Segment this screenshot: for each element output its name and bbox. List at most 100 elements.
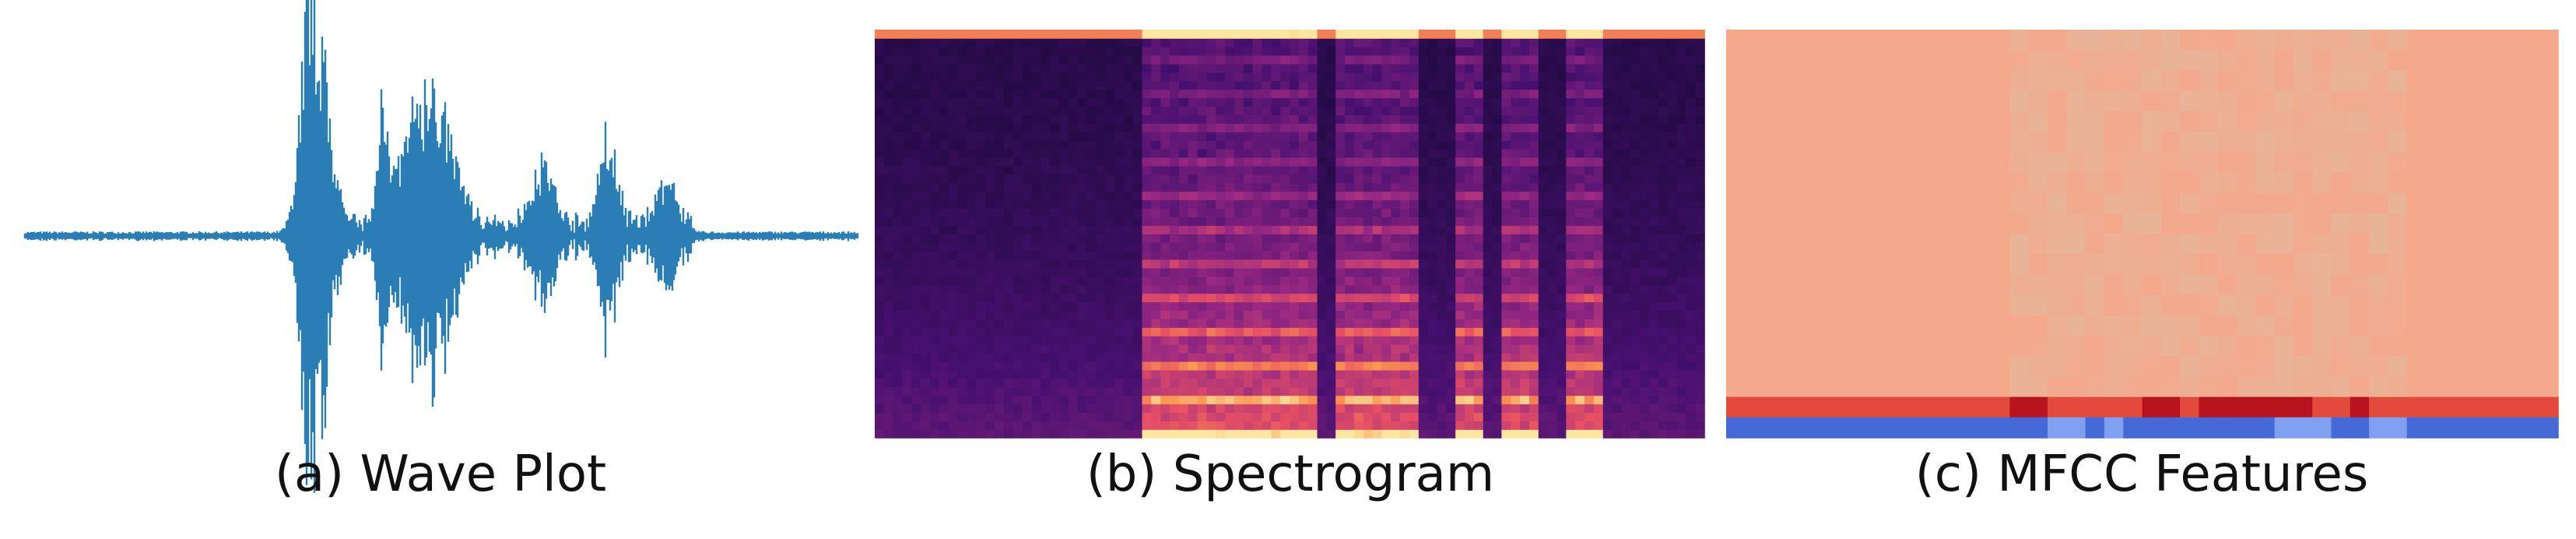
spectrogram-cell <box>1593 46 1604 56</box>
spectrogram-cell <box>1446 293 1456 303</box>
spectrogram-cell <box>1142 241 1153 252</box>
spectrogram-cell <box>1335 234 1346 243</box>
spectrogram-cell <box>1271 412 1281 421</box>
spectrogram-cell <box>985 241 995 252</box>
spectrogram-cell <box>1400 310 1410 319</box>
spectrogram-cell <box>1473 46 1484 56</box>
spectrogram-cell <box>1086 63 1097 73</box>
spectrogram-cell <box>875 97 885 107</box>
spectrogram-cell <box>1013 386 1023 396</box>
spectrogram-cell <box>1178 72 1189 82</box>
spectrogram-cell <box>1409 225 1420 234</box>
mfcc-cell <box>1896 111 1916 132</box>
mfcc-cell <box>2237 30 2257 51</box>
spectrogram-cell <box>1142 208 1153 217</box>
spectrogram-cell <box>1114 80 1125 90</box>
spectrogram-cell <box>1086 157 1097 167</box>
mfcc-cell <box>2142 254 2162 276</box>
spectrogram-cell <box>1566 72 1576 82</box>
spectrogram-cell <box>1243 106 1254 115</box>
mfcc-cell <box>1764 213 1784 234</box>
spectrogram-cell <box>883 123 894 132</box>
spectrogram-cell <box>1142 352 1153 362</box>
spectrogram-cell <box>1409 310 1420 319</box>
mfcc-cell <box>2066 315 2086 336</box>
spectrogram-cell <box>1640 37 1650 48</box>
mfcc-cell <box>1915 274 1936 296</box>
spectrogram-cell <box>1170 63 1180 73</box>
spectrogram-cell <box>1621 293 1631 303</box>
mfcc-cell <box>1802 213 1822 234</box>
mfcc-cell <box>2331 254 2351 276</box>
spectrogram-cell <box>1593 369 1604 379</box>
mfcc-cell <box>1896 254 1916 276</box>
spectrogram-cell <box>1676 319 1687 328</box>
spectrogram-cell <box>930 412 940 421</box>
spectrogram-cell <box>1409 429 1420 439</box>
spectrogram-cell <box>1640 241 1650 252</box>
spectrogram-cell <box>948 217 959 226</box>
spectrogram-cell <box>1170 191 1180 201</box>
spectrogram-cell <box>948 386 959 396</box>
spectrogram-cell <box>902 46 913 56</box>
spectrogram-cell <box>930 208 940 217</box>
mfcc-cell <box>1839 192 1859 214</box>
spectrogram-cell <box>1271 114 1281 124</box>
spectrogram-cell <box>1335 217 1346 226</box>
mfcc-cell <box>2180 132 2200 153</box>
spectrogram-cell <box>939 241 949 252</box>
spectrogram-cell <box>1372 327 1383 336</box>
spectrogram-cell <box>1142 132 1153 141</box>
spectrogram-cell <box>1096 157 1106 167</box>
spectrogram-cell <box>1585 199 1595 209</box>
spectrogram-cell <box>1520 310 1530 319</box>
spectrogram-cell <box>1132 191 1143 201</box>
mfcc-cell <box>1858 192 1879 214</box>
spectrogram-cell <box>1345 301 1355 311</box>
spectrogram-cell <box>1290 421 1300 430</box>
spectrogram-cell <box>1391 395 1401 405</box>
spectrogram-cell <box>1317 378 1328 388</box>
spectrogram-cell <box>1335 55 1346 65</box>
spectrogram-cell <box>1151 208 1161 217</box>
spectrogram-cell <box>1455 327 1465 336</box>
spectrogram-cell <box>1160 174 1170 184</box>
mfcc-cell <box>1764 152 1784 174</box>
mfcc-cell <box>1820 356 1841 378</box>
spectrogram-cell <box>1345 148 1355 158</box>
spectrogram-cell <box>1031 174 1041 184</box>
spectrogram-cell <box>1511 208 1521 217</box>
spectrogram-cell <box>1142 378 1153 388</box>
spectrogram-cell <box>985 429 995 439</box>
spectrogram-cell <box>1280 369 1290 379</box>
spectrogram-cell <box>1409 148 1420 158</box>
mfcc-cell <box>1858 111 1879 132</box>
spectrogram-cell <box>1132 412 1143 421</box>
spectrogram-cell <box>1686 343 1696 354</box>
spectrogram-cell <box>930 139 940 150</box>
spectrogram-cell <box>1575 132 1585 141</box>
spectrogram-cell <box>1077 361 1088 371</box>
mfcc-cell <box>2028 70 2048 92</box>
spectrogram-cell <box>883 157 894 167</box>
spectrogram-cell <box>930 217 940 226</box>
spectrogram-cell <box>1068 234 1079 243</box>
spectrogram-cell <box>1556 165 1567 175</box>
spectrogram-cell <box>1418 276 1429 286</box>
spectrogram-cell <box>1197 106 1208 115</box>
spectrogram-cell <box>1178 106 1189 115</box>
spectrogram-cell <box>1345 89 1355 99</box>
spectrogram-cell <box>1676 429 1687 439</box>
spectrogram-cell <box>1178 148 1189 158</box>
spectrogram-cell <box>1096 208 1106 217</box>
mfcc-cell <box>2142 172 2162 194</box>
spectrogram-cell <box>1243 174 1254 184</box>
spectrogram-cell <box>948 250 959 260</box>
spectrogram-cell <box>1363 55 1374 65</box>
mfcc-cell <box>2160 132 2181 153</box>
spectrogram-cell <box>1188 148 1199 158</box>
spectrogram-cell <box>1602 148 1613 158</box>
spectrogram-cell <box>902 174 913 184</box>
spectrogram-cell <box>1409 319 1420 328</box>
mfcc-cell <box>2199 417 2219 439</box>
